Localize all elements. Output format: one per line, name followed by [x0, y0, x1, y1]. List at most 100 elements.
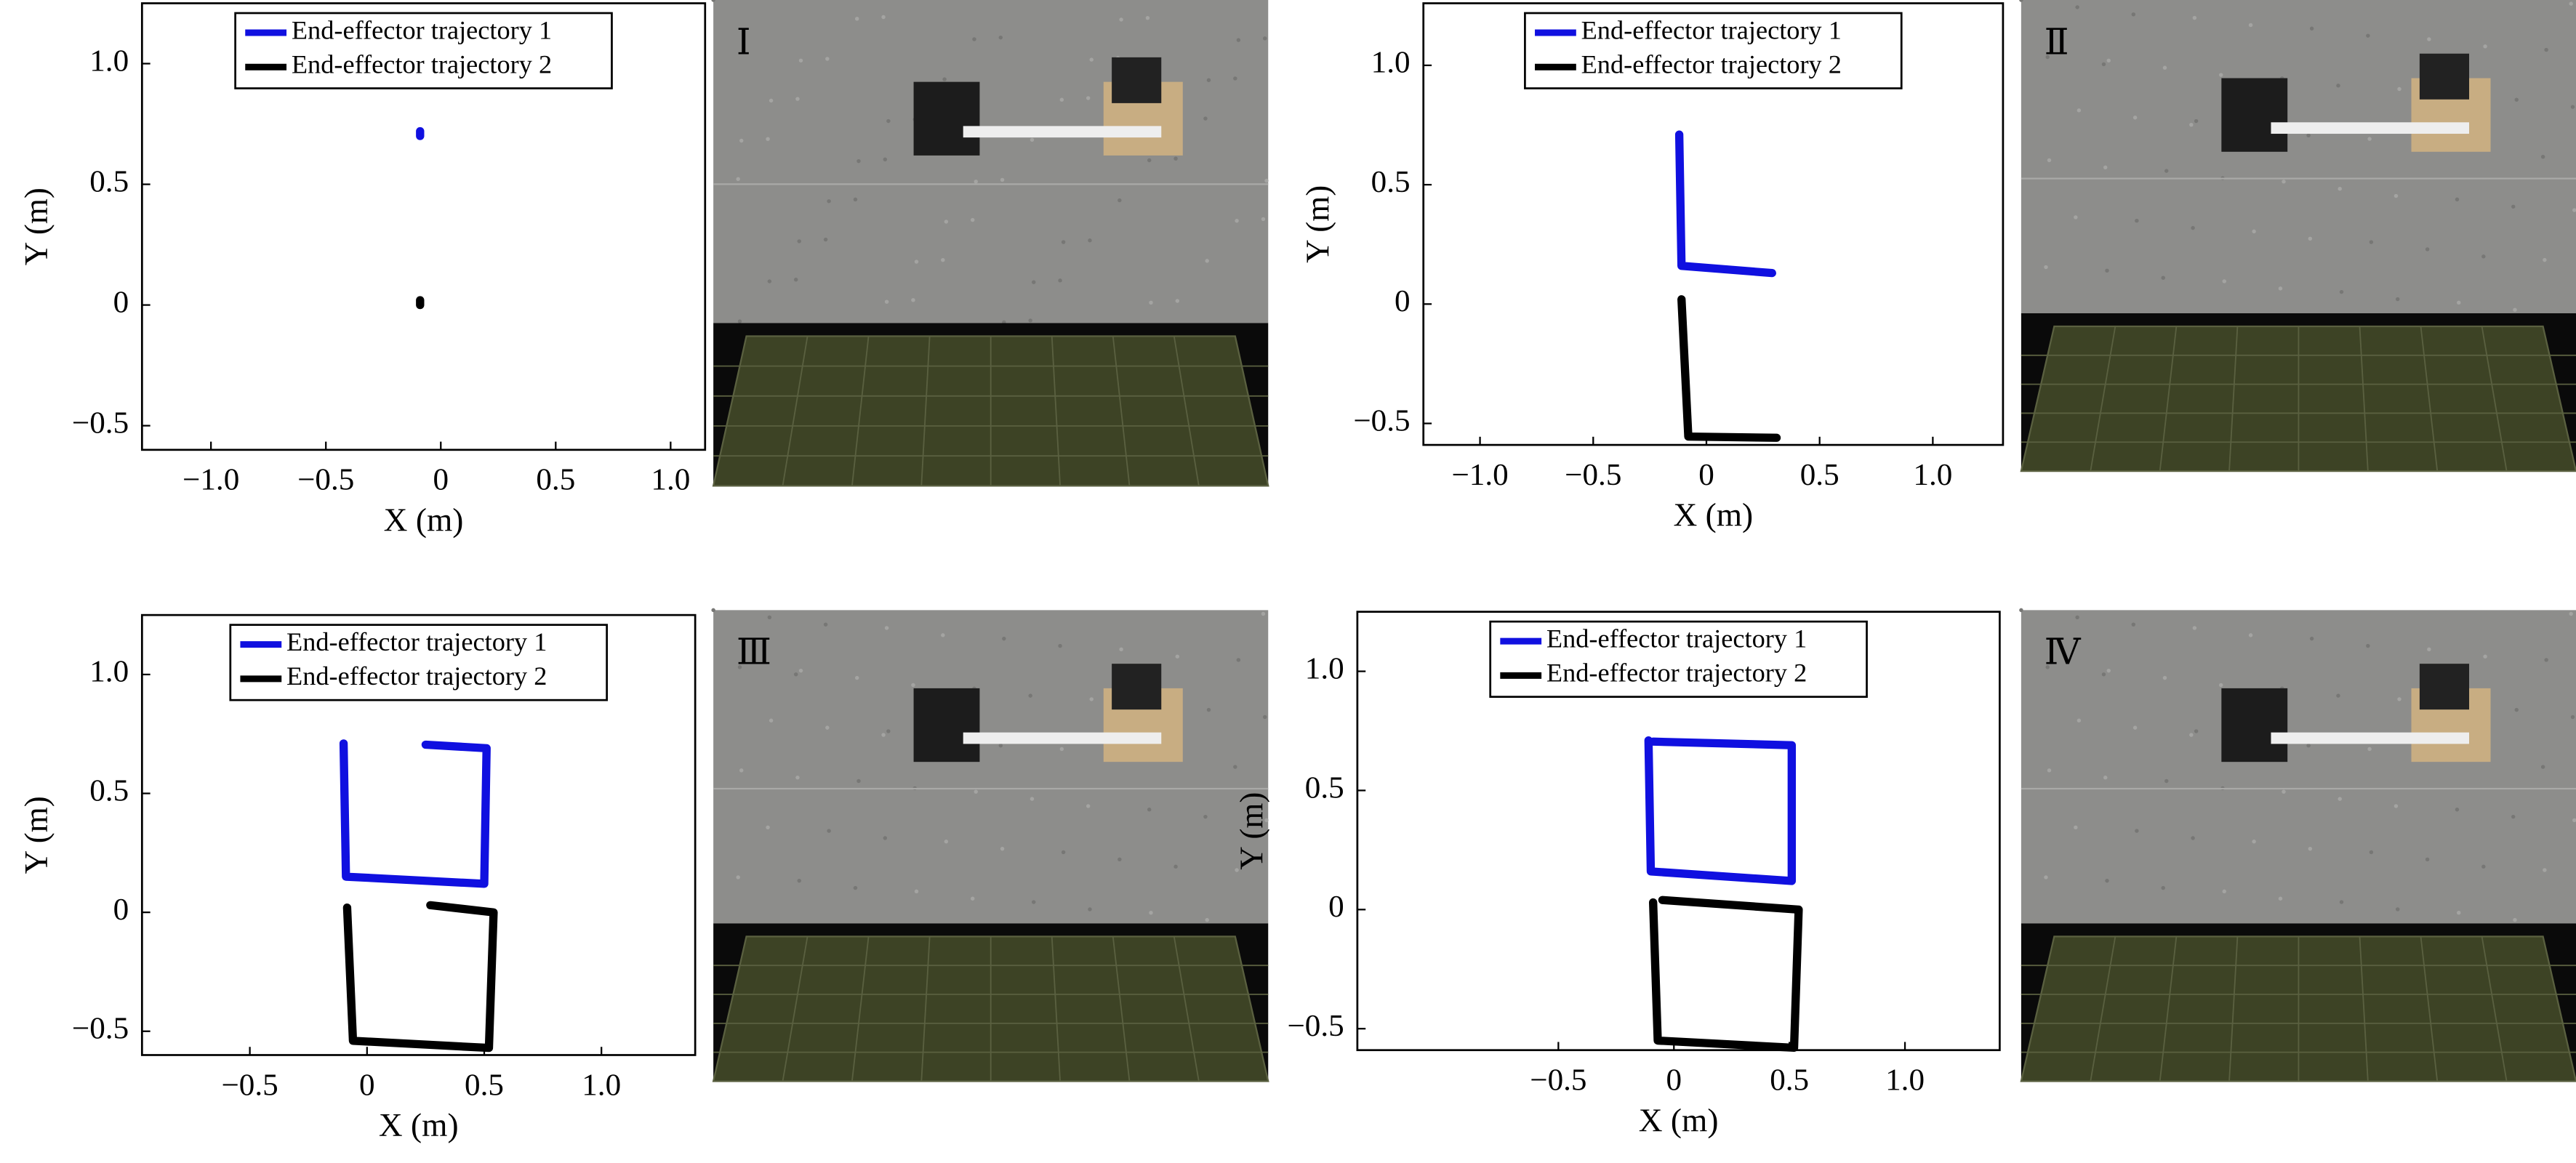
photo-texture: [2481, 864, 2486, 869]
photo-texture: [2101, 62, 2106, 67]
photo-texture: [2103, 165, 2108, 170]
photo-texture: [2194, 729, 2199, 733]
photo-texture: [1032, 280, 1036, 284]
panel-label: Ⅱ: [2045, 23, 2069, 63]
trajectory: [339, 739, 491, 888]
photo-texture: [970, 896, 975, 901]
photo-texture: [2306, 133, 2311, 138]
sim-grid: [920, 336, 931, 486]
photo-texture: [2248, 633, 2253, 637]
x-tick-label: 0: [433, 463, 449, 497]
photo-texture: [2192, 626, 2197, 630]
legend-box: [229, 624, 609, 701]
photo-texture: [2019, 608, 2023, 613]
photo-texture: [2457, 300, 2461, 305]
photo-texture: [767, 615, 772, 619]
y-tick-label: −0.5: [1353, 404, 1410, 438]
photo-floor: [2021, 0, 2576, 313]
trajectory: [1644, 736, 1797, 885]
photo-texture: [798, 668, 803, 673]
photo-texture: [2075, 5, 2079, 9]
photo-texture: [769, 98, 774, 103]
photo-texture: [881, 15, 886, 20]
legend: End-effector trajectory 1 End-effector tr…: [234, 12, 613, 89]
sim-grid: [782, 336, 808, 486]
photo-texture: [2367, 747, 2372, 752]
x-tick-label: −1.0: [182, 463, 239, 497]
legend-box: [234, 12, 613, 89]
photo-texture: [2045, 665, 2050, 669]
photo-texture: [1173, 864, 1178, 869]
sim-grid: [2228, 326, 2239, 472]
photo-texture: [2074, 825, 2078, 830]
photo-texture: [2511, 204, 2516, 209]
chart: −1.0 −0.5 0 0.5 1.0 −0.5 0 0.5 1.0 X (m) Y (m) End-…: [1299, 2, 2005, 534]
photo-texture: [914, 889, 919, 894]
trajectory: [1648, 896, 1803, 1053]
photo-texture: [972, 37, 976, 41]
photo-texture: [2397, 697, 2402, 701]
photo-texture: [1059, 97, 1064, 102]
y-axis-label: Y (m): [1299, 185, 1336, 263]
photo-texture: [1058, 643, 1062, 648]
photo-texture: [1175, 299, 1180, 303]
legend-label: End-effector trajectory 1: [1546, 624, 1807, 653]
photo-texture: [2483, 654, 2487, 659]
x-tick-label: 1.0: [651, 463, 690, 497]
photo-texture: [998, 35, 1003, 40]
photo-texture: [2369, 240, 2374, 244]
photo-texture: [825, 725, 830, 730]
photo-texture: [797, 239, 801, 244]
y-tick-label: 1.0: [89, 44, 129, 79]
photo-texture: [2132, 116, 2138, 120]
photo-texture: [2191, 836, 2195, 840]
photo-texture: [2278, 286, 2283, 291]
photo-texture: [2045, 55, 2050, 60]
y-axis-label: Y (m): [18, 188, 55, 265]
photo-texture: [1205, 259, 1209, 263]
chart: −0.5 0 0.5 1.0 −0.5 0 0.5 1.0 X (m) Y (m) End-effe…: [18, 613, 697, 1143]
photo-texture: [974, 789, 978, 794]
photo-texture: [2481, 254, 2486, 259]
photo-texture: [2252, 840, 2256, 844]
photo-texture: [914, 259, 919, 264]
robot: [913, 688, 980, 762]
photo-texture: [2192, 15, 2197, 20]
photo-texture: [1028, 318, 1032, 323]
photo-texture: [1235, 219, 1239, 223]
photo-texture: [2105, 878, 2109, 883]
photo-texture: [2135, 829, 2139, 833]
photo-texture: [2306, 744, 2311, 748]
photo-texture: [2425, 857, 2430, 862]
photo-texture: [766, 825, 770, 830]
sim-grid: [1051, 936, 1061, 1082]
photo-texture: [855, 675, 859, 680]
photo-texture: [1059, 747, 1064, 752]
photo-texture: [2105, 268, 2109, 273]
photo-texture: [2543, 257, 2547, 262]
photo-texture: [2189, 122, 2194, 127]
y-tick-label: 0: [1328, 890, 1344, 924]
x-axis-label: X (m): [379, 1107, 459, 1143]
photo-texture: [1261, 611, 1266, 616]
photo-texture: [1149, 910, 1153, 915]
photo-texture: [911, 298, 915, 302]
photo-texture: [1147, 158, 1152, 163]
robot: [2221, 688, 2288, 762]
sim-grid: [2159, 936, 2178, 1082]
photo-texture: [2540, 154, 2545, 159]
x-tick-label: −1.0: [1451, 458, 1508, 492]
x-tick-label: 0.5: [536, 463, 575, 497]
photo-texture: [737, 319, 742, 323]
trajectory: [1674, 130, 1776, 278]
y-tick-label: −0.5: [72, 406, 129, 440]
sim-grid: [1173, 936, 1200, 1082]
photo-texture: [2572, 208, 2576, 212]
photo-texture: [825, 57, 830, 61]
sim-grid: [2481, 326, 2508, 472]
robot-arm: [1112, 664, 1162, 710]
photo-texture: [944, 840, 949, 844]
y-tick-label: 0: [1395, 284, 1411, 318]
sim-grid: [2359, 936, 2369, 1082]
